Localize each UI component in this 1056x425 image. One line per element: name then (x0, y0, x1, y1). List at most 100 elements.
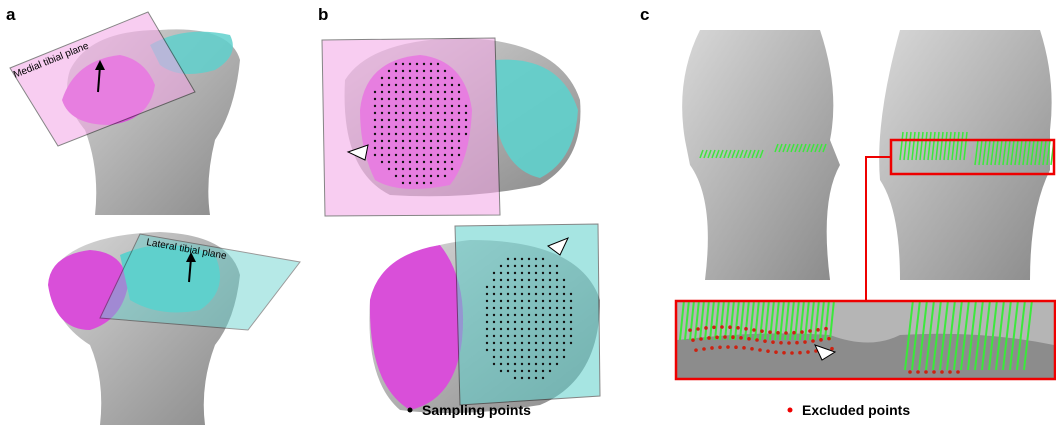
sampling-dot (563, 321, 565, 323)
sampling-dot (507, 328, 509, 330)
sampling-dot (507, 314, 509, 316)
excluded-dot (731, 335, 735, 339)
sampling-dot (388, 98, 390, 100)
sampling-dot (486, 321, 488, 323)
sampling-dot (451, 112, 453, 114)
sampling-dot (395, 175, 397, 177)
sampling-dot (444, 154, 446, 156)
sampling-dot (388, 84, 390, 86)
sampling-dot (430, 112, 432, 114)
sampling-dot (486, 286, 488, 288)
sampling-dot (521, 363, 523, 365)
sampling-dot (430, 119, 432, 121)
sampling-dot (542, 349, 544, 351)
sampling-dot (402, 112, 404, 114)
sampling-dot (549, 328, 551, 330)
sampling-dot (402, 126, 404, 128)
sampling-dot (500, 328, 502, 330)
sampling-dot (556, 349, 558, 351)
sampling-dot (500, 265, 502, 267)
sampling-dot (500, 349, 502, 351)
sampling-dot (507, 342, 509, 344)
sampling-dot (402, 91, 404, 93)
sampling-dot (388, 105, 390, 107)
sampling-dot (500, 335, 502, 337)
sampling-dot (500, 272, 502, 274)
sampling-dot (416, 140, 418, 142)
sampling-dot (430, 154, 432, 156)
sampling-dot (535, 342, 537, 344)
sampling-dot (458, 140, 460, 142)
excluded-dot (723, 335, 727, 339)
sampling-dot (570, 314, 572, 316)
sampling-dot (451, 77, 453, 79)
sampling-dot (549, 363, 551, 365)
sampling-dot (409, 91, 411, 93)
legend-text: Sampling points (422, 402, 531, 418)
sampling-dot (395, 105, 397, 107)
sampling-dot (416, 175, 418, 177)
sampling-dot (388, 91, 390, 93)
sampling-dot (430, 161, 432, 163)
excluded-dot (940, 370, 944, 374)
sampling-dot (542, 300, 544, 302)
sampling-dot (493, 300, 495, 302)
sampling-dot (395, 133, 397, 135)
sampling-dot (521, 300, 523, 302)
sampling-dot (521, 279, 523, 281)
sampling-dot (451, 126, 453, 128)
sampling-dot (423, 105, 425, 107)
sampling-dot (528, 328, 530, 330)
sampling-dot (570, 321, 572, 323)
sampling-dot (493, 314, 495, 316)
sampling-dot (444, 98, 446, 100)
sampling-dot (451, 161, 453, 163)
sampling-dot (507, 300, 509, 302)
sampling-dot (416, 154, 418, 156)
sampling-dot (486, 349, 488, 351)
sampling-dot (542, 258, 544, 260)
sampling-dot (556, 272, 558, 274)
sampling-dot (430, 77, 432, 79)
sampling-dot (521, 314, 523, 316)
sampling-dot (437, 175, 439, 177)
sampling-dot (388, 77, 390, 79)
sampling-dot (500, 279, 502, 281)
sampling-dot (381, 119, 383, 121)
excluded-dot (798, 351, 802, 355)
sampling-dot (458, 147, 460, 149)
sampling-dot (374, 98, 376, 100)
sampling-dot (423, 154, 425, 156)
sampling-dot (465, 112, 467, 114)
sampling-dot (500, 307, 502, 309)
sampling-dot (381, 98, 383, 100)
sampling-dot (444, 119, 446, 121)
excluded-dot (784, 331, 788, 335)
sampling-dot (388, 147, 390, 149)
sampling-dot (416, 77, 418, 79)
excluded-dot (750, 347, 754, 351)
excluded-dot (744, 327, 748, 331)
sampling-dot (451, 105, 453, 107)
excluded-dot (779, 341, 783, 345)
sampling-dot (542, 342, 544, 344)
sampling-dot (388, 126, 390, 128)
excluded-dot (819, 338, 823, 342)
sampling-dot (374, 126, 376, 128)
sampling-dot (528, 342, 530, 344)
panel-label: c (640, 5, 649, 24)
sampling-dot (535, 307, 537, 309)
sampling-dot (437, 161, 439, 163)
sampling-dot (381, 161, 383, 163)
sampling-dot (423, 140, 425, 142)
sampling-dot (556, 356, 558, 358)
sampling-dot (430, 175, 432, 177)
sampling-dot (570, 300, 572, 302)
sampling-dot (528, 272, 530, 274)
sampling-dot (514, 300, 516, 302)
sampling-dot (437, 126, 439, 128)
excluded-dot (755, 338, 759, 342)
sampling-dot (514, 335, 516, 337)
sampling-dot (535, 258, 537, 260)
excluded-dot (774, 350, 778, 354)
